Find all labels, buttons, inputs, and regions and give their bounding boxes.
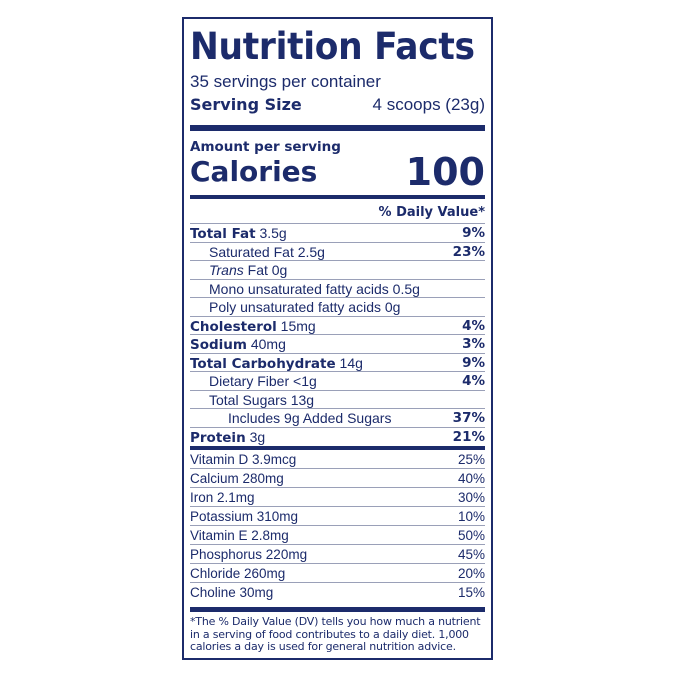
nutrient-row: Trans Fat 0g	[190, 261, 485, 280]
nutrient-name: Protein	[190, 429, 246, 446]
nutrient-row: Cholesterol 15mg 4%	[190, 317, 485, 335]
serving-size-value: 4 scoops (23g)	[372, 95, 485, 114]
calories-value: 100	[405, 150, 485, 194]
nutrient-amount: Fat 0g	[247, 262, 288, 278]
vitamin-label: Iron 2.1mg	[190, 490, 255, 505]
nutrient-amount: 13g	[290, 391, 315, 408]
amount-per-serving: Amount per serving	[190, 139, 341, 155]
nutrient-row: Includes 9g Added Sugars 37%	[190, 409, 485, 428]
nutrient-dv: 23%	[452, 243, 485, 260]
footnote: *The % Daily Value (DV) tells you how mu…	[190, 615, 481, 653]
vitamin-dv: 15%	[457, 585, 485, 600]
nutrient-amount: 0.5g	[392, 280, 420, 297]
vitamin-dv: 10%	[457, 509, 485, 524]
nutrient-row: Sodium 40mg 3%	[190, 335, 485, 354]
nutrient-amount: 40mg	[250, 336, 286, 352]
vitamin-dv: 30%	[457, 490, 485, 505]
nutrient-row: Protein 3g 21%	[190, 428, 485, 447]
vitamin-label: Choline 30mg	[190, 585, 274, 600]
vitamin-row: Potassium 310mg 10%	[190, 507, 485, 526]
nutrient-dv: 9%	[462, 354, 485, 371]
nutrient-row: Saturated Fat 2.5g 23%	[190, 243, 485, 261]
nutrient-name: Trans	[209, 262, 244, 278]
vitamin-row: Vitamin E 2.8mg 50%	[190, 526, 485, 545]
nutrition-facts-label: Nutrition Facts 35 servings per containe…	[182, 17, 493, 660]
nutrient-name: Total Sugars	[209, 391, 287, 408]
thick-divider	[190, 125, 485, 131]
nutrient-name: Total Carbohydrate	[190, 355, 336, 372]
vitamin-label: Calcium 280mg	[190, 471, 284, 486]
daily-value-header: % Daily Value*	[190, 199, 485, 224]
vitamin-label: Potassium 310mg	[190, 509, 299, 524]
vitamin-dv: 40%	[457, 471, 485, 486]
vitamin-label: Vitamin E 2.8mg	[190, 528, 289, 543]
nutrient-dv: 37%	[452, 410, 485, 426]
nutrient-row: Mono unsaturated fatty acids 0.5g	[190, 280, 485, 298]
nutrient-dv: 9%	[462, 225, 485, 241]
vitamin-dv: 50%	[457, 528, 485, 543]
servings-per-container: 35 servings per container	[190, 72, 381, 91]
nutrient-name: Poly unsaturated fatty acids	[209, 299, 381, 315]
nutrient-name: Includes 9g Added Sugars	[228, 410, 392, 426]
nutrient-name: Mono unsaturated fatty acids	[209, 280, 389, 297]
thick-divider	[190, 607, 485, 612]
nutrient-amount: 3g	[249, 428, 266, 445]
calories-row: Calories 100	[190, 150, 485, 194]
serving-size: Serving Size 4 scoops (23g)	[190, 93, 485, 117]
nutrient-amount: <1g	[293, 373, 317, 389]
medium-divider	[190, 446, 485, 450]
nutrient-row: Total Carbohydrate 14g 9%	[190, 354, 485, 372]
vitamin-row: Calcium 280mg 40%	[190, 469, 485, 488]
serving-size-label: Serving Size	[190, 95, 302, 114]
vitamin-row: Phosphorus 220mg 45%	[190, 545, 485, 564]
vitamin-dv: 25%	[457, 452, 485, 467]
vitamin-row: Chloride 260mg 20%	[190, 564, 485, 583]
nutrient-dv: 4%	[462, 317, 485, 334]
nutrient-name: Cholesterol	[190, 318, 277, 335]
vitamin-label: Phosphorus 220mg	[190, 547, 308, 562]
nutrient-dv: 21%	[452, 428, 485, 445]
nutrient-amount: 2.5g	[297, 243, 325, 260]
nutrient-name: Total Fat	[190, 226, 256, 242]
nutrient-name: Sodium	[190, 337, 247, 353]
nutrient-row: Poly unsaturated fatty acids 0g	[190, 298, 485, 317]
nutrient-amount: 14g	[339, 354, 363, 371]
nutrient-amount: 3.5g	[259, 225, 287, 241]
nutrient-amount: 15mg	[280, 317, 316, 334]
nutrient-dv: 4%	[462, 373, 485, 389]
vitamin-label: Chloride 260mg	[190, 566, 286, 581]
medium-divider	[190, 195, 485, 199]
nutrient-row: Total Fat 3.5g 9%	[190, 224, 485, 243]
nutrient-name: Dietary Fiber	[209, 373, 290, 389]
vitamin-label: Vitamin D 3.9mcg	[190, 452, 297, 467]
nutrient-row: Dietary Fiber <1g 4%	[190, 372, 485, 391]
vitamin-dv: 45%	[457, 547, 485, 562]
calories-label: Calories	[190, 155, 318, 188]
nutrient-row: Total Sugars 13g	[190, 391, 485, 409]
vitamin-row: Choline 30mg 15%	[190, 583, 485, 602]
nutrient-amount: 0g	[384, 299, 401, 315]
label-title: Nutrition Facts	[190, 25, 475, 68]
nutrient-dv: 3%	[462, 336, 485, 352]
vitamin-row: Vitamin D 3.9mcg 25%	[190, 450, 485, 469]
nutrient-name: Saturated Fat	[209, 243, 294, 260]
vitamin-dv: 20%	[457, 566, 485, 581]
vitamin-row: Iron 2.1mg 30%	[190, 488, 485, 507]
